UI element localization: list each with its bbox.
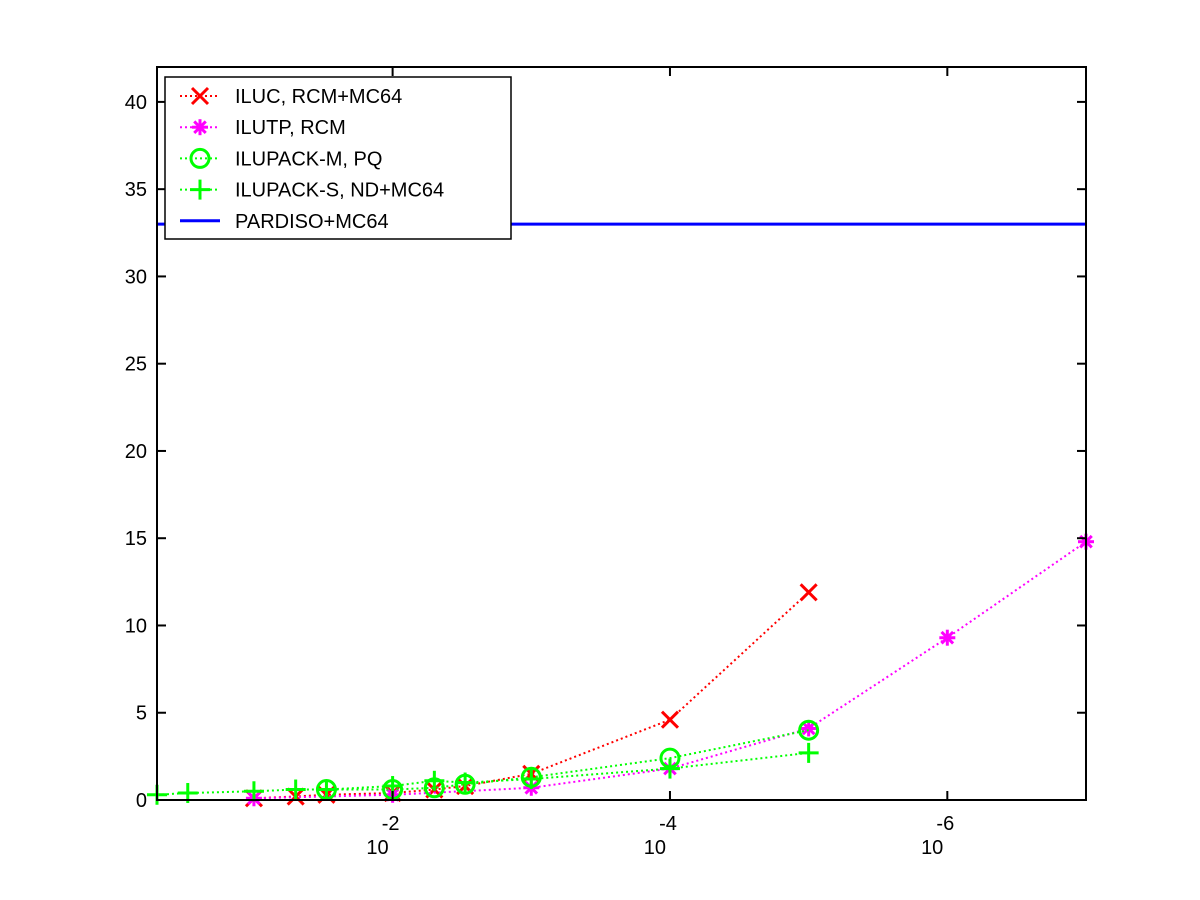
data-point xyxy=(798,719,820,741)
x-tick-label-exponent: -2 xyxy=(382,813,400,835)
legend-label: ILUC, RCM+MC64 xyxy=(235,86,402,108)
data-point xyxy=(285,779,306,800)
x-tick-label-exponent: -6 xyxy=(936,813,954,835)
x-tick-label-base: 10 xyxy=(366,837,388,859)
legend-item: ILUPACK-M, PQ xyxy=(180,147,382,170)
data-point xyxy=(455,772,476,793)
data-point xyxy=(660,710,680,729)
y-tick-label: 35 xyxy=(125,179,147,201)
legend-item: PARDISO+MC64 xyxy=(180,211,389,233)
legend-marker xyxy=(189,147,211,169)
data-point xyxy=(798,742,819,763)
x-tick-label-exponent: -4 xyxy=(659,813,677,835)
data-point xyxy=(243,781,264,802)
legend-label: ILUPACK-M, PQ xyxy=(235,148,382,170)
y-tick-label: 25 xyxy=(125,354,147,376)
data-point xyxy=(424,770,445,791)
data-point xyxy=(800,720,817,737)
legend-box xyxy=(164,76,512,240)
legend-marker xyxy=(192,119,208,136)
legend-marker xyxy=(190,86,210,106)
legend-item: ILUPACK-S, ND+MC64 xyxy=(180,179,444,202)
y-tick-label: 20 xyxy=(125,441,147,463)
data-point xyxy=(521,769,542,790)
legend-label: PARDISO+MC64 xyxy=(235,211,389,233)
legend-item: ILUTP, RCM xyxy=(180,117,346,139)
y-tick-label: 30 xyxy=(125,266,147,288)
x-tick-label-base: 10 xyxy=(921,837,943,859)
legend-label: ILUTP, RCM xyxy=(235,117,346,139)
data-point xyxy=(799,583,818,602)
y-tick-label: 10 xyxy=(125,615,147,637)
y-tick-label: 15 xyxy=(125,528,147,550)
legend-label: ILUPACK-S, ND+MC64 xyxy=(235,180,444,202)
y-tick-label: 5 xyxy=(136,703,147,725)
legend: ILUC, RCM+MC64 ILUTP, RCM ILUPACK-M, PQ ILU… xyxy=(164,76,512,240)
y-tick-label: 0 xyxy=(136,790,147,812)
y-tick-label: 40 xyxy=(125,92,147,114)
data-point xyxy=(659,758,680,779)
series-layer xyxy=(147,222,1094,808)
plot-frame xyxy=(156,66,1087,801)
x-tick-label-base: 10 xyxy=(644,837,666,859)
data-point xyxy=(939,629,956,646)
legend-marker xyxy=(190,179,210,200)
data-point xyxy=(316,779,337,800)
legend-item: ILUC, RCM+MC64 xyxy=(180,86,402,108)
